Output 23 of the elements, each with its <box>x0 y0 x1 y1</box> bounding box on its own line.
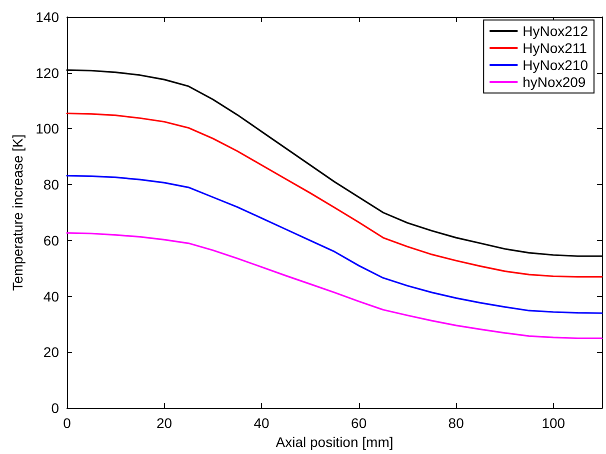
y-tick-label: 100 <box>36 120 60 137</box>
line-series <box>66 174 603 314</box>
x-tick-label: 80 <box>448 415 464 432</box>
line-series <box>66 112 603 278</box>
x-tick-label: 100 <box>542 415 566 432</box>
y-tick-label: 60 <box>43 232 60 248</box>
line-series <box>66 232 603 340</box>
legend-label: HyNox210 <box>522 57 588 73</box>
y-tick-label: 0 <box>51 400 60 416</box>
y-tick-label: 140 <box>36 9 60 25</box>
x-tick-label: 40 <box>254 415 270 432</box>
y-tick-label: 120 <box>36 64 60 81</box>
x-tick-label: 0 <box>63 415 72 432</box>
y-tick-label: 80 <box>43 176 60 193</box>
legend-label: HyNox212 <box>522 23 588 39</box>
y-axis-title: Temperature increase [K] <box>10 134 26 291</box>
legend-label: HyNox211 <box>522 40 588 56</box>
x-tick-label: 20 <box>156 415 172 432</box>
x-axis-title: Axial position [mm] <box>276 434 394 450</box>
x-tick-label: 60 <box>351 415 367 432</box>
legend-label: hyNox209 <box>522 74 586 90</box>
y-tick-label: 20 <box>43 344 60 360</box>
y-tick-label: 40 <box>43 288 60 304</box>
